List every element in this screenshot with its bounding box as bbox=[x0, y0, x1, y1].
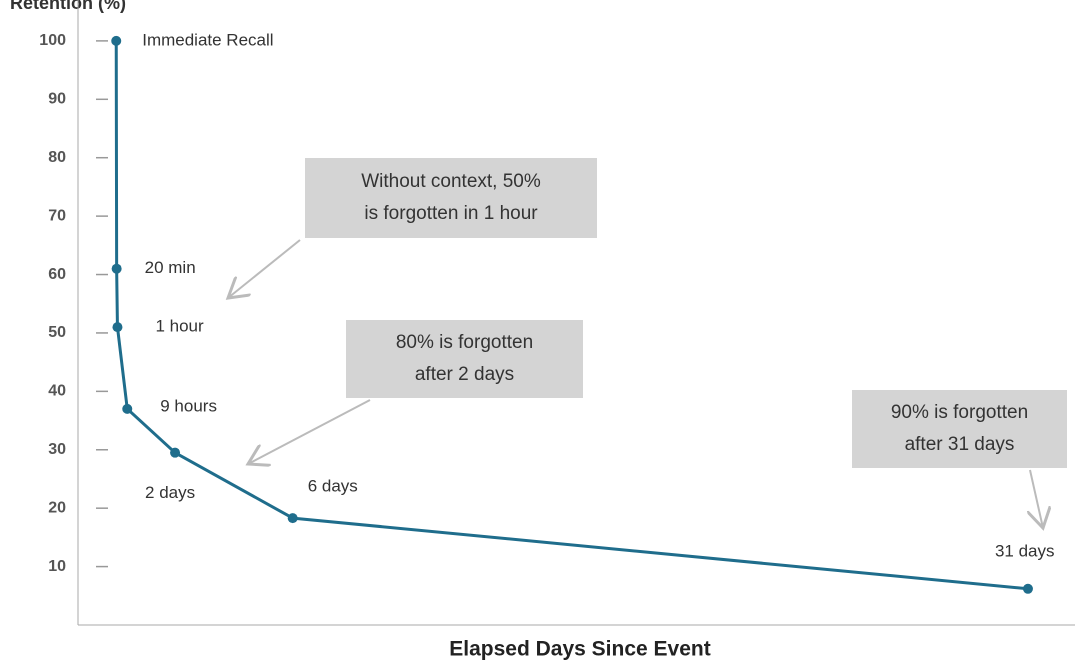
point-label: 6 days bbox=[308, 477, 358, 496]
annotation-box bbox=[852, 390, 1067, 468]
annotation-arrow bbox=[228, 239, 301, 298]
y-tick-label: 50 bbox=[48, 324, 66, 341]
y-axis-label: Retention (%) bbox=[10, 0, 126, 13]
annotation-text: after 31 days bbox=[905, 434, 1015, 455]
annotation-arrow bbox=[248, 399, 371, 464]
point-label: 9 hours bbox=[160, 396, 217, 415]
point bbox=[111, 35, 122, 46]
y-tick-label: 40 bbox=[48, 383, 66, 400]
annotation-arrow bbox=[1030, 469, 1043, 528]
y-tick-label: 20 bbox=[48, 499, 66, 516]
point bbox=[170, 447, 181, 458]
annotation-box bbox=[346, 320, 583, 398]
point-label: Immediate Recall bbox=[142, 30, 273, 49]
point bbox=[1022, 583, 1033, 594]
point bbox=[287, 513, 298, 524]
y-tick-label: 30 bbox=[48, 441, 66, 458]
line bbox=[114, 40, 1029, 591]
point-label: 31 days bbox=[995, 541, 1055, 560]
point-label: 1 hour bbox=[155, 317, 204, 336]
y-tick-label: 10 bbox=[48, 558, 66, 575]
y-tick-label: 90 bbox=[48, 91, 66, 108]
annotation-box bbox=[305, 158, 597, 238]
annotation-text: is forgotten in 1 hour bbox=[364, 203, 538, 224]
point-label: 2 days bbox=[145, 483, 195, 502]
annotation-text: 80% is forgotten bbox=[396, 332, 533, 353]
annotation-text: after 2 days bbox=[415, 364, 514, 385]
x-axis-label: Elapsed Days Since Event bbox=[449, 638, 710, 661]
y-tick-label: 70 bbox=[48, 207, 66, 224]
annotation-text: Without context, 50% bbox=[361, 171, 541, 192]
y-tick-label: 100 bbox=[39, 32, 66, 49]
annotation-text: 90% is forgotten bbox=[891, 402, 1028, 423]
point bbox=[111, 263, 122, 274]
y-tick-label: 60 bbox=[48, 266, 66, 283]
point bbox=[122, 403, 133, 414]
point bbox=[112, 322, 123, 333]
y-tick-label: 80 bbox=[48, 149, 66, 166]
point-label: 20 min bbox=[145, 258, 196, 277]
